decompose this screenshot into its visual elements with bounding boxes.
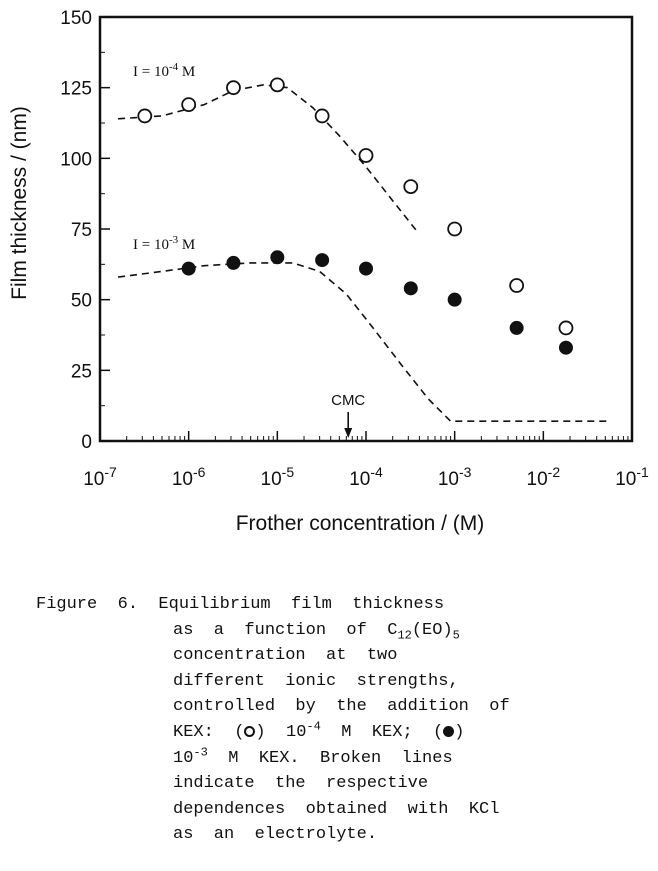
caption-line-8: indicate the respective — [173, 774, 429, 794]
open-circle-point — [269, 77, 285, 93]
plot-frame — [98, 15, 634, 443]
x-tick-label: 10-5 — [261, 464, 295, 490]
x-tick-exponent: -5 — [282, 464, 295, 480]
filled-circle-point — [315, 253, 330, 268]
series-label-exponent: -4 — [169, 61, 179, 73]
x-tick-base: 10 — [83, 469, 104, 490]
y-axis-title: Film thickness / (nm) — [8, 106, 31, 300]
filled-circle-point — [509, 320, 524, 335]
x-tick-base: 10 — [349, 469, 370, 490]
x-tick-base: 10 — [172, 469, 193, 490]
x-axis-title: Frother concentration / (M) — [236, 512, 485, 535]
caption-line-1: Figure 6. Equilibrium film thickness — [36, 595, 445, 614]
figure-caption: Figure 6. Equilibrium film thickness as a… — [36, 592, 646, 848]
filled-circle-point — [181, 261, 196, 276]
filled-circle-point — [558, 340, 573, 355]
series-label-2: I = 10-3 M — [133, 234, 195, 253]
x-tick-exponent: -1 — [636, 464, 649, 480]
series-label-text: I = 10 — [133, 237, 169, 253]
caption-line-9: dependences obtained with KCl — [173, 799, 500, 819]
x-tick-base: 10 — [261, 469, 282, 490]
x-tick-exponent: -2 — [548, 464, 561, 480]
x-tick-base: 10 — [438, 469, 459, 490]
caption-line-6: KEX: ( ) 10-4 M KEX; () — [36, 720, 646, 746]
series-label-text: M — [178, 64, 195, 80]
open-circle-point — [226, 80, 241, 96]
caption-line-10: as an electrolyte. — [173, 825, 378, 845]
filled-circle-icon — [443, 725, 455, 737]
series-label-text: M — [178, 237, 195, 253]
y-tick-label: 100 — [60, 149, 92, 170]
caption-text: ) 10 — [255, 722, 307, 742]
x-tick-exponent: -7 — [104, 464, 117, 480]
open-circle-point — [558, 320, 574, 336]
y-tick-label: 25 — [71, 361, 92, 382]
caption-text: as a function of C — [173, 620, 398, 640]
caption-subscript: 5 — [452, 627, 460, 642]
open-circle-point — [181, 97, 197, 113]
caption-subscript: 12 — [397, 627, 412, 642]
open-circle-point — [314, 108, 330, 124]
series-label-text: I = 10 — [133, 64, 169, 80]
series-label-1: I = 10-4 M — [133, 61, 195, 80]
y-tick-label: 150 — [60, 8, 92, 29]
caption-line-5: controlled by the addition of — [173, 697, 510, 717]
caption-text: M KEX. Broken lines — [207, 748, 453, 768]
series-label-exponent: -3 — [169, 234, 179, 246]
filled-circle-point — [359, 261, 373, 276]
open-circle-point — [403, 179, 419, 195]
x-tick-base: 10 — [527, 469, 548, 490]
cmc-arrow-head — [344, 428, 353, 438]
x-tick-label: 10-2 — [527, 464, 561, 490]
open-circle-point — [137, 108, 153, 124]
open-circle-point — [358, 148, 374, 163]
y-tick-label: 125 — [60, 79, 92, 100]
x-tick-exponent: -4 — [370, 464, 383, 480]
x-tick-label: 10-7 — [83, 464, 117, 490]
caption-text: (EO) — [411, 620, 453, 640]
x-tick-exponent: -3 — [459, 464, 472, 480]
film-thickness-chart: 10-7 10-6 10-5 10-4 10-3 10-2 10-1025507510012… — [8, 8, 649, 535]
y-tick-label: 75 — [71, 220, 92, 241]
cmc-label: CMC — [331, 392, 365, 409]
filled-circle-point — [403, 281, 418, 296]
open-circle-point — [447, 221, 463, 237]
open-circle-point — [509, 278, 525, 293]
x-tick-label: 10-3 — [438, 464, 472, 490]
filled-circle-point — [447, 292, 462, 307]
caption-text: M KEX; ( — [320, 722, 444, 742]
caption-line-3: concentration at two — [173, 646, 398, 666]
caption-superscript: -3 — [193, 744, 208, 759]
dashed-curve-series-2 — [117, 262, 609, 422]
caption-line-4: different ionic strengths, — [173, 671, 459, 691]
filled-circle-point — [270, 250, 285, 265]
caption-text: 10 — [173, 748, 194, 768]
x-tick-label: 10-6 — [172, 464, 206, 490]
filled-circle-point — [226, 255, 241, 270]
caption-text: KEX: ( — [173, 722, 245, 742]
caption-text: ) — [454, 722, 465, 742]
caption-superscript: -4 — [306, 719, 321, 734]
x-tick-label: 10-4 — [349, 464, 383, 490]
caption-line-7: 10-3 M KEX. Broken lines — [36, 746, 646, 772]
open-circle-icon — [244, 725, 256, 737]
x-tick-base: 10 — [615, 469, 636, 490]
y-tick-label: 0 — [81, 432, 92, 453]
x-tick-exponent: -6 — [193, 464, 206, 480]
caption-line-2: as a function of C12(EO)5 — [36, 618, 646, 644]
x-tick-label: 10-1 — [615, 464, 649, 490]
y-tick-label: 50 — [71, 291, 92, 312]
